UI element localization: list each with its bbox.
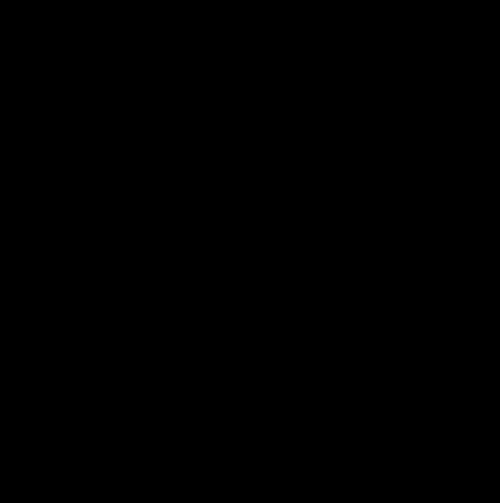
blank-canvas	[0, 0, 500, 503]
